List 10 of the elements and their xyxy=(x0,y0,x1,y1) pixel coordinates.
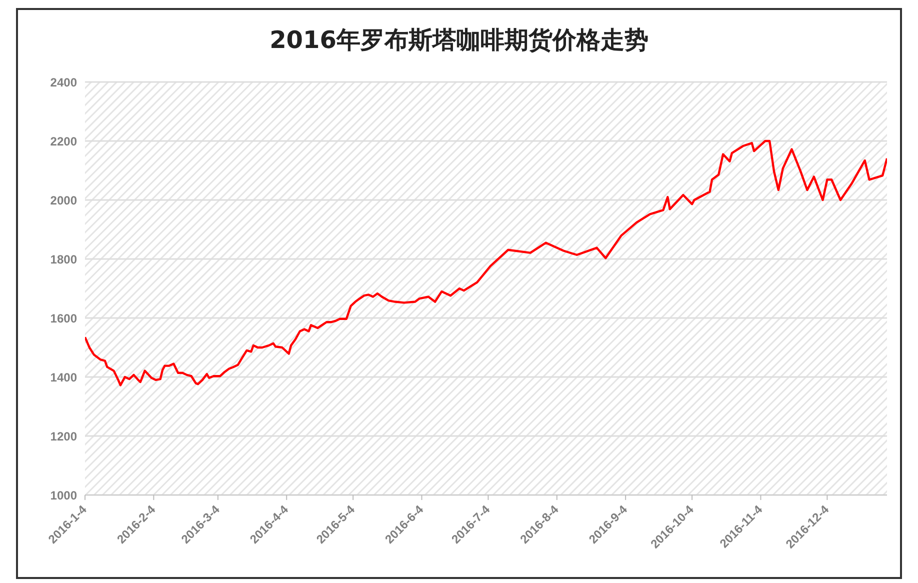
chart-title: 2016年罗布斯塔咖啡期货价格走势 xyxy=(268,25,650,56)
y-tick-label: 1600 xyxy=(50,311,78,326)
y-tick-label: 1800 xyxy=(50,252,78,266)
y-tick-label: 2200 xyxy=(50,134,78,148)
line-series xyxy=(85,140,887,386)
y-tick-label: 2400 xyxy=(50,75,78,90)
y-tick-label: 1000 xyxy=(50,488,78,502)
y-tick-label: 2000 xyxy=(50,193,78,208)
y-tick-label: 1400 xyxy=(50,370,78,384)
y-tick-label: 1200 xyxy=(50,429,78,444)
